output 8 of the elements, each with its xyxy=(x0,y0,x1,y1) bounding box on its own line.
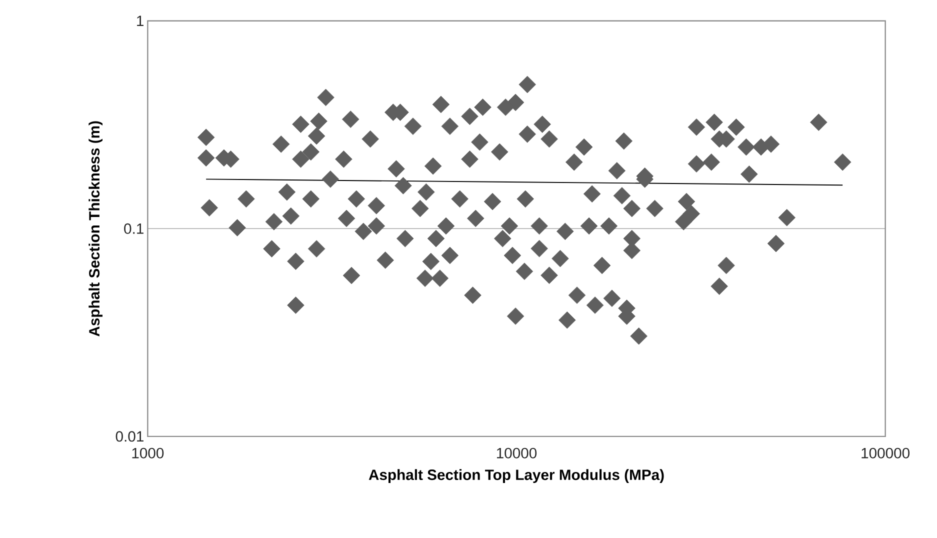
y-tick-label: 0.1 xyxy=(124,223,144,234)
x-tick-label: 1000 xyxy=(132,448,164,458)
y-axis-title: Asphalt Section Thickness (m) xyxy=(88,121,102,337)
x-axis-title: Asphalt Section Top Layer Modulus (MPa) xyxy=(368,469,664,484)
x-tick-label: 100000 xyxy=(862,448,910,458)
x-tick-label: 10000 xyxy=(496,448,537,458)
y-tick-label: 0.01 xyxy=(116,431,144,442)
y-tick-label: 1 xyxy=(137,16,144,26)
